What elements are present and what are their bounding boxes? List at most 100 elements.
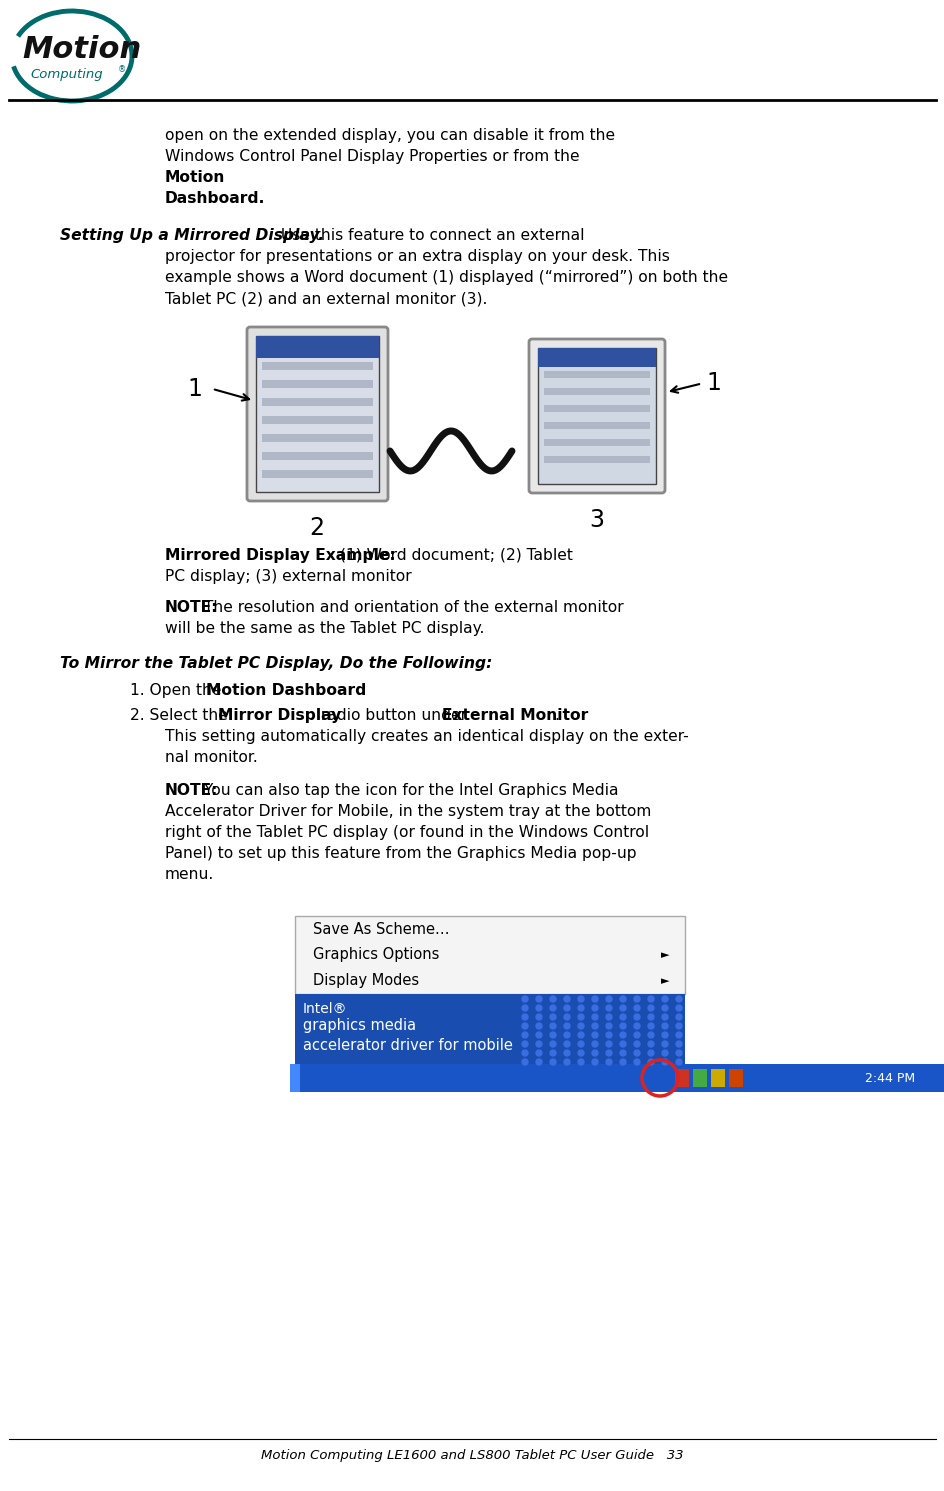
- Text: example shows a Word document (1) displayed (“mirrored”) on both the: example shows a Word document (1) displa…: [165, 270, 728, 285]
- Text: ►: ►: [660, 977, 668, 986]
- Text: 3: 3: [589, 508, 604, 532]
- Circle shape: [633, 1041, 639, 1047]
- Circle shape: [535, 1005, 542, 1011]
- Bar: [544, 456, 649, 464]
- Circle shape: [521, 996, 528, 1002]
- Bar: [710, 1069, 724, 1087]
- Circle shape: [619, 1005, 625, 1011]
- Text: accelerator driver for mobile: accelerator driver for mobile: [303, 1038, 513, 1053]
- Circle shape: [521, 1023, 528, 1029]
- Text: Dashboard.: Dashboard.: [165, 191, 265, 206]
- Circle shape: [675, 1059, 682, 1065]
- Circle shape: [675, 1041, 682, 1047]
- Text: 1. Open the: 1. Open the: [130, 683, 227, 698]
- Circle shape: [675, 1023, 682, 1029]
- Circle shape: [549, 996, 555, 1002]
- Bar: [295, 1065, 944, 1091]
- Circle shape: [675, 1014, 682, 1020]
- Circle shape: [648, 1050, 653, 1056]
- Bar: [256, 335, 379, 358]
- Circle shape: [605, 1005, 612, 1011]
- Circle shape: [549, 1014, 555, 1020]
- Text: will be the same as the Tablet PC display.: will be the same as the Tablet PC displa…: [165, 620, 484, 637]
- Circle shape: [578, 1041, 583, 1047]
- Text: (1) Word document; (2) Tablet: (1) Word document; (2) Tablet: [334, 549, 572, 564]
- Circle shape: [675, 1050, 682, 1056]
- Text: Panel) to set up this feature from the Graphics Media pop-up: Panel) to set up this feature from the G…: [165, 845, 636, 860]
- Circle shape: [535, 1041, 542, 1047]
- Bar: [295, 994, 684, 1065]
- Circle shape: [549, 1041, 555, 1047]
- Circle shape: [591, 996, 598, 1002]
- Bar: [295, 915, 684, 994]
- Circle shape: [619, 1050, 625, 1056]
- Circle shape: [564, 1032, 569, 1038]
- Text: 2: 2: [310, 516, 324, 540]
- Text: Use this feature to connect an external: Use this feature to connect an external: [276, 228, 584, 243]
- Bar: [728, 1069, 742, 1087]
- Circle shape: [535, 1050, 542, 1056]
- Circle shape: [591, 1032, 598, 1038]
- Circle shape: [619, 1032, 625, 1038]
- Circle shape: [578, 1050, 583, 1056]
- Text: Computing: Computing: [30, 69, 103, 81]
- Bar: [674, 1069, 688, 1087]
- Text: nal monitor.: nal monitor.: [165, 750, 258, 765]
- Circle shape: [633, 996, 639, 1002]
- Text: open on the extended display, you can disable it from the: open on the extended display, you can di…: [165, 128, 615, 143]
- Bar: [537, 347, 655, 367]
- Circle shape: [591, 1041, 598, 1047]
- Circle shape: [578, 1032, 583, 1038]
- Text: Display Modes: Display Modes: [312, 974, 419, 989]
- Text: 2:44 PM: 2:44 PM: [864, 1072, 914, 1084]
- Text: NOTE:: NOTE:: [165, 599, 218, 614]
- Circle shape: [662, 996, 667, 1002]
- Circle shape: [648, 1005, 653, 1011]
- Circle shape: [633, 1050, 639, 1056]
- Circle shape: [549, 1023, 555, 1029]
- Text: Mirrored Display Example:: Mirrored Display Example:: [165, 549, 396, 564]
- Circle shape: [662, 1059, 667, 1065]
- Circle shape: [535, 996, 542, 1002]
- Circle shape: [648, 1023, 653, 1029]
- Bar: [261, 452, 373, 461]
- Circle shape: [521, 1041, 528, 1047]
- Text: You can also tap the icon for the Intel Graphics Media: You can also tap the icon for the Intel …: [199, 783, 617, 798]
- Text: Accelerator Driver for Mobile, in the system tray at the bottom: Accelerator Driver for Mobile, in the sy…: [165, 804, 650, 819]
- Circle shape: [535, 1014, 542, 1020]
- Circle shape: [662, 1014, 667, 1020]
- Circle shape: [605, 1023, 612, 1029]
- Text: projector for presentations or an extra display on your desk. This: projector for presentations or an extra …: [165, 249, 669, 264]
- Text: Motion: Motion: [165, 170, 225, 185]
- Circle shape: [521, 1005, 528, 1011]
- Text: This setting automatically creates an identical display on the exter-: This setting automatically creates an id…: [165, 729, 688, 744]
- Text: ®: ®: [118, 66, 126, 75]
- Bar: [261, 398, 373, 406]
- Bar: [261, 380, 373, 388]
- Text: ►: ►: [660, 950, 668, 960]
- Circle shape: [648, 996, 653, 1002]
- Circle shape: [591, 1005, 598, 1011]
- Circle shape: [549, 1005, 555, 1011]
- Circle shape: [648, 1059, 653, 1065]
- Circle shape: [648, 1032, 653, 1038]
- Circle shape: [591, 1059, 598, 1065]
- Circle shape: [605, 1059, 612, 1065]
- Circle shape: [619, 1014, 625, 1020]
- Circle shape: [564, 1014, 569, 1020]
- Circle shape: [605, 1050, 612, 1056]
- Circle shape: [591, 1050, 598, 1056]
- Circle shape: [564, 1041, 569, 1047]
- Bar: [290, 1065, 299, 1091]
- Text: 2. Select the: 2. Select the: [130, 708, 232, 723]
- Bar: [544, 388, 649, 395]
- Circle shape: [591, 1014, 598, 1020]
- Circle shape: [675, 1005, 682, 1011]
- Text: Motion Computing LE1600 and LS800 Tablet PC User Guide   33: Motion Computing LE1600 and LS800 Tablet…: [261, 1449, 683, 1463]
- Circle shape: [605, 1032, 612, 1038]
- Circle shape: [564, 1050, 569, 1056]
- Circle shape: [619, 1059, 625, 1065]
- Circle shape: [648, 1014, 653, 1020]
- Circle shape: [662, 1032, 667, 1038]
- Circle shape: [675, 996, 682, 1002]
